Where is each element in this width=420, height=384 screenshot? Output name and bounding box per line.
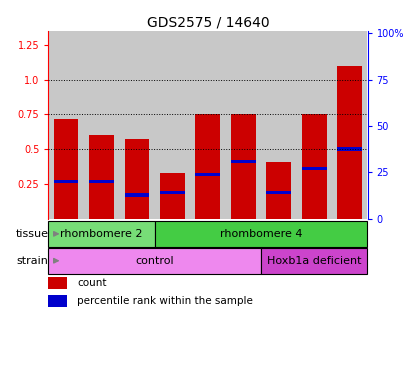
Bar [297,31,332,219]
Bar [155,31,190,219]
Bar [266,162,291,219]
Bar [48,31,84,219]
Bar [155,221,368,247]
Text: rhombomere 2: rhombomere 2 [60,229,143,239]
Bar [89,179,114,183]
Bar [48,248,261,274]
Text: percentile rank within the sample: percentile rank within the sample [77,296,253,306]
Bar [160,190,185,194]
Text: tissue: tissue [15,229,48,239]
Bar [125,139,150,219]
Bar [48,295,68,306]
Bar [337,147,362,151]
Bar [48,221,155,247]
Bar [190,31,226,219]
Bar [48,277,68,290]
Bar [54,119,79,219]
Bar [337,66,362,219]
Bar [195,172,220,176]
Title: GDS2575 / 14640: GDS2575 / 14640 [147,16,269,30]
Bar [231,160,256,164]
Bar [302,114,327,219]
Bar [195,114,220,219]
Bar [261,248,368,274]
Bar [84,31,119,219]
Bar [302,167,327,170]
Text: Hoxb1a deficient: Hoxb1a deficient [267,256,362,266]
Bar [226,31,261,219]
Bar [261,31,297,219]
Bar [119,31,155,219]
Bar [54,179,79,183]
Bar [125,194,150,197]
Text: strain: strain [16,256,48,266]
Bar [266,190,291,194]
Text: count: count [77,278,107,288]
Bar [160,173,185,219]
Bar [332,31,368,219]
Text: control: control [135,256,174,266]
Bar [89,135,114,219]
Text: rhombomere 4: rhombomere 4 [220,229,302,239]
Bar [231,114,256,219]
